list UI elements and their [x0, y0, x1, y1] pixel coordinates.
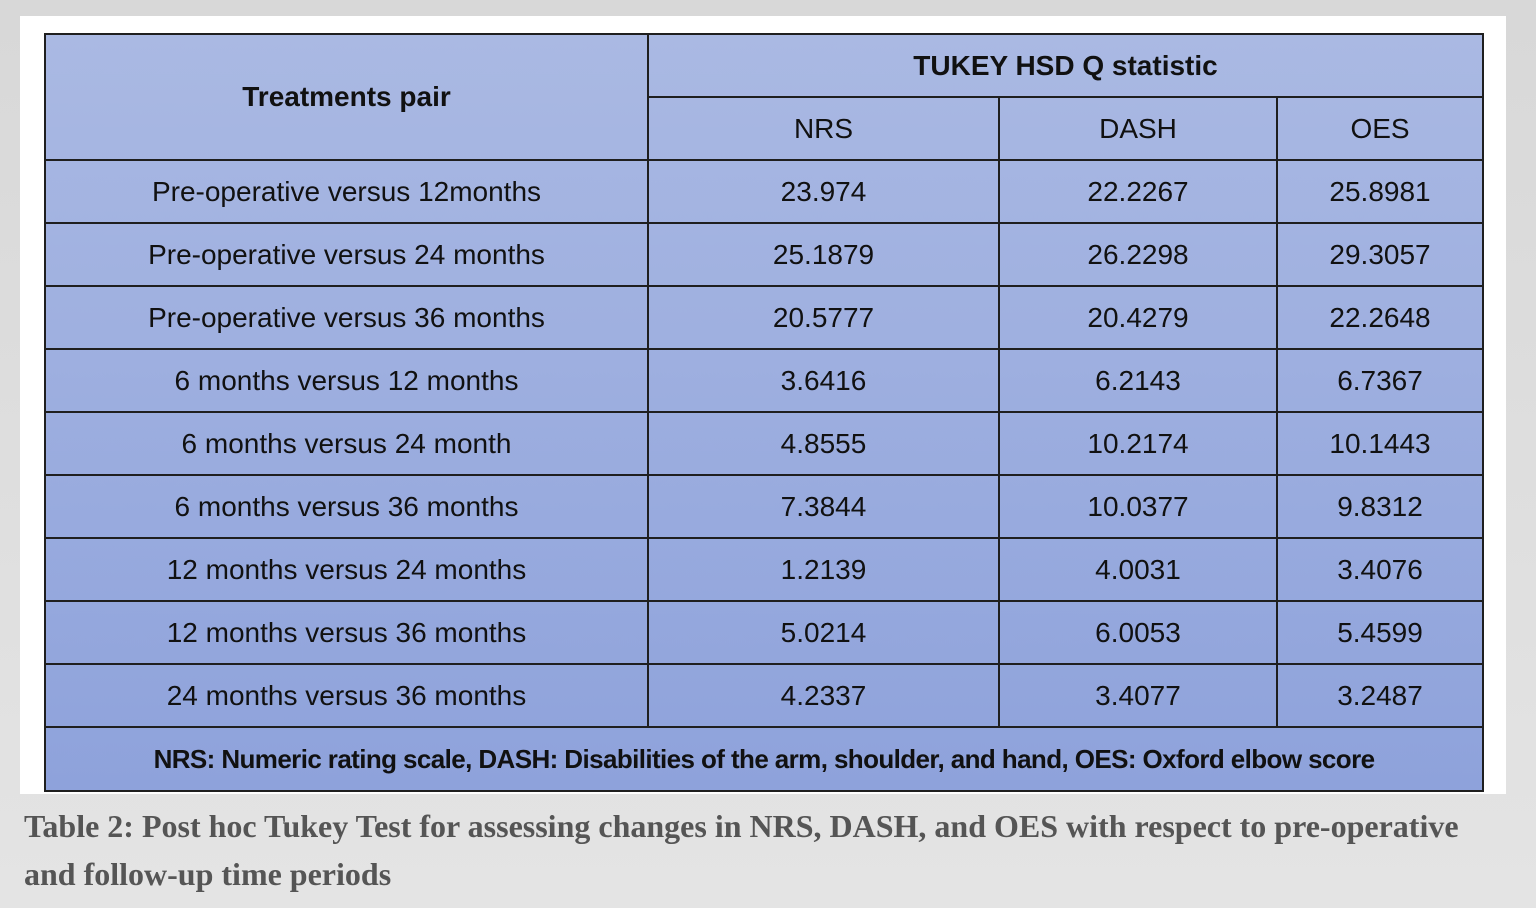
- table-row: 24 months versus 36 months 4.2337 3.4077 3.…: [44, 663, 1485, 728]
- row-label: Pre-operative versus 36 months: [44, 285, 649, 350]
- row-label: Pre-operative versus 24 months: [44, 222, 649, 287]
- header-row: Treatments pair TUKEY HSD Q statistic: [44, 33, 1485, 161]
- value-cell: 23.974: [647, 159, 1000, 224]
- column-header: NRS: [647, 96, 1000, 161]
- table-row: Pre-operative versus 24 months 25.1879 26.…: [44, 222, 1485, 287]
- value-cell: 20.4279: [998, 285, 1278, 350]
- row-label: 24 months versus 36 months: [44, 663, 649, 728]
- data-table: Treatments pair TUKEY HSD Q statistic NR…: [43, 33, 1485, 792]
- column-header: OES: [1275, 96, 1485, 161]
- value-cell: 6.2143: [998, 348, 1278, 413]
- row-label: 6 months versus 12 months: [44, 348, 649, 413]
- table-row: 6 months versus 12 months 3.6416 6.2143 6.7…: [44, 348, 1485, 413]
- footnote: NRS: Numeric rating scale, DASH: Disabil…: [43, 726, 1485, 792]
- table-row: 6 months versus 24 month 4.8555 10.2174 10.…: [44, 411, 1485, 476]
- row-label: Pre-operative versus 12months: [44, 159, 649, 224]
- table-row: 12 months versus 36 months 5.0214 6.0053 5.…: [44, 600, 1485, 665]
- value-cell: 3.2487: [1275, 663, 1485, 728]
- value-cell: 26.2298: [998, 222, 1278, 287]
- value-cell: 4.8555: [647, 411, 1000, 476]
- value-cell: 3.6416: [647, 348, 1000, 413]
- value-cell: 25.1879: [647, 222, 1000, 287]
- value-cell: 4.0031: [998, 537, 1278, 602]
- value-cell: 25.8981: [1275, 159, 1485, 224]
- table-row: Pre-operative versus 36 months 20.5777 20.…: [44, 285, 1485, 350]
- value-cell: 10.0377: [998, 474, 1278, 539]
- caption-text: Post hoc Tukey Test for assessing change…: [24, 808, 1459, 892]
- value-cell: 22.2267: [998, 159, 1278, 224]
- table-body: Treatments pair TUKEY HSD Q statistic NR…: [43, 33, 1485, 792]
- value-cell: 3.4076: [1275, 537, 1485, 602]
- value-cell: 29.3057: [1275, 222, 1485, 287]
- header-cell: Treatments pair: [44, 33, 649, 161]
- value-cell: 10.2174: [998, 411, 1278, 476]
- value-cell: 6.0053: [998, 600, 1278, 665]
- header-group: TUKEY HSD Q statistic: [646, 33, 1485, 98]
- row-label: 6 months versus 36 months: [44, 474, 649, 539]
- value-cell: 3.4077: [998, 663, 1278, 728]
- header-row: NRS DASH OES: [45, 96, 1485, 161]
- value-cell: 9.8312: [1275, 474, 1485, 539]
- table-row: Pre-operative versus 12months 23.974 22.22…: [44, 159, 1485, 224]
- value-cell: 7.3844: [647, 474, 1000, 539]
- table-row: 12 months versus 24 months 1.2139 4.0031 3.…: [44, 537, 1485, 602]
- value-cell: 4.2337: [647, 663, 1000, 728]
- value-cell: 5.0214: [647, 600, 1000, 665]
- row-label: 6 months versus 24 month: [44, 411, 649, 476]
- footnote-row: NRS: Numeric rating scale, DASH: Disabil…: [43, 726, 1485, 792]
- value-cell: 22.2648: [1275, 285, 1485, 350]
- column-header: DASH: [998, 96, 1278, 161]
- row-label: 12 months versus 36 months: [44, 600, 649, 665]
- row-label: 12 months versus 24 months: [44, 537, 649, 602]
- value-cell: 20.5777: [647, 285, 1000, 350]
- value-cell: 10.1443: [1275, 411, 1485, 476]
- value-cell: 5.4599: [1275, 600, 1485, 665]
- table-row: 6 months versus 36 months 7.3844 10.0377 9.…: [44, 474, 1485, 539]
- caption: Table 2: Post hoc Tukey Test for assessi…: [24, 802, 1514, 898]
- value-cell: 6.7367: [1275, 348, 1485, 413]
- caption-label: Table 2:: [24, 808, 134, 844]
- value-cell: 1.2139: [647, 537, 1000, 602]
